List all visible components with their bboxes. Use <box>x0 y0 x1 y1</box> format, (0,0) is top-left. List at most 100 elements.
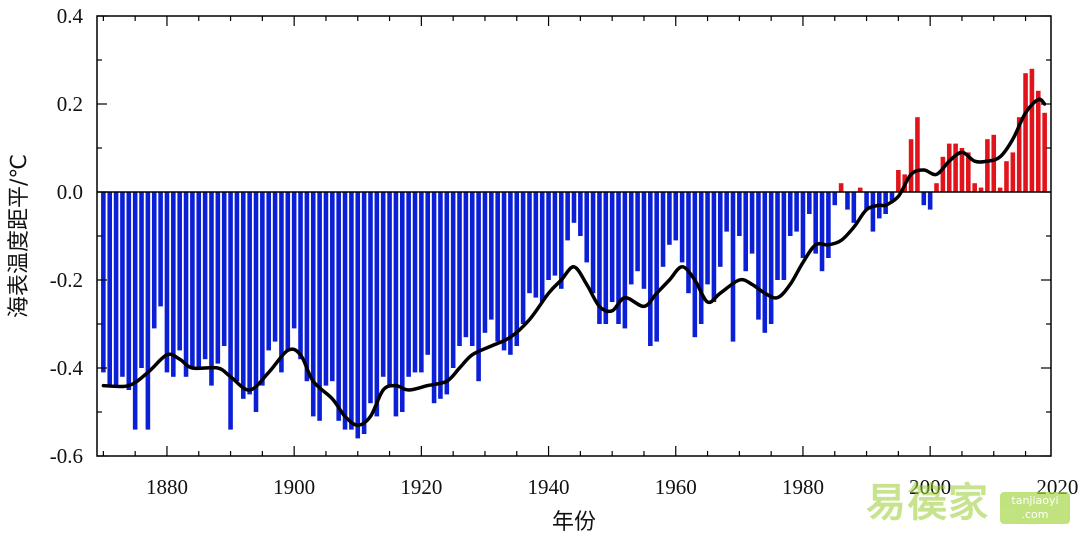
y-tick-labels: 0.4 0.2 0.0 -0.2 -0.4 -0.6 <box>50 4 84 468</box>
bar-1878 <box>151 192 157 329</box>
bar-2018 <box>1042 112 1047 192</box>
bar-1899 <box>285 192 291 351</box>
bar-1920 <box>419 192 424 373</box>
bar-1907 <box>336 192 341 421</box>
bar-1925 <box>450 192 456 368</box>
bar-1897 <box>272 192 278 342</box>
bar-1909 <box>349 192 354 430</box>
bar-1887 <box>209 192 214 386</box>
bar-1990 <box>864 192 869 210</box>
bar-1950 <box>609 192 615 302</box>
bar-1965 <box>705 192 710 285</box>
bar-1975 <box>768 192 774 324</box>
smoothed-trend-line <box>101 97 1047 427</box>
watermark-logo: 易篌家 <box>866 480 989 526</box>
bar-1989 <box>857 187 863 192</box>
bar-1944 <box>571 192 577 223</box>
bar-1912 <box>368 192 373 404</box>
bar-1982 <box>813 192 818 254</box>
bar-2016 <box>1029 68 1035 192</box>
bar-1941 <box>552 192 558 276</box>
bar-1880 <box>164 192 170 373</box>
bar-1917 <box>399 192 405 412</box>
bar-1978 <box>787 192 793 236</box>
bar-1959 <box>667 192 672 245</box>
bar-1926 <box>457 192 462 346</box>
bar-1903 <box>310 192 316 417</box>
bar-1999 <box>921 192 927 206</box>
bar-1872 <box>113 192 119 386</box>
bar-1879 <box>158 192 163 307</box>
bar-2010 <box>991 134 997 192</box>
bar-1952 <box>622 192 628 329</box>
y-tick-label: 0.2 <box>57 92 83 116</box>
x-tick-label: 2000 <box>909 475 951 499</box>
y-tick-label: -0.6 <box>50 444 83 468</box>
bar-1922 <box>431 192 437 404</box>
bar-1927 <box>463 192 469 338</box>
bar-1964 <box>698 192 704 324</box>
bar-1968 <box>724 192 729 232</box>
bar-1958 <box>660 192 666 267</box>
bar-1977 <box>781 192 787 280</box>
bar-1882 <box>177 192 182 351</box>
bar-1969 <box>730 192 736 342</box>
bar-1976 <box>775 192 780 280</box>
bar-1955 <box>641 192 647 289</box>
bar-2017 <box>1035 90 1041 192</box>
bar-1998 <box>915 117 920 192</box>
x-tick-label: 1900 <box>273 475 315 499</box>
y-tick-label: 0.4 <box>57 4 84 28</box>
y-tick-label: -0.2 <box>50 268 83 292</box>
bars-group <box>101 68 1047 439</box>
bar-1970 <box>737 192 742 236</box>
bar-1943 <box>565 192 570 241</box>
axis-ticks-group <box>97 15 1051 457</box>
bar-1929 <box>476 192 481 382</box>
bar-1883 <box>183 192 189 377</box>
bar-2008 <box>978 187 984 192</box>
bar-1894 <box>253 192 259 412</box>
bar-1918 <box>406 192 411 377</box>
bar-1957 <box>654 192 659 342</box>
bar-1953 <box>628 192 634 285</box>
bar-1933 <box>501 192 507 351</box>
bar-1948 <box>597 192 602 324</box>
bar-1906 <box>330 192 335 382</box>
bar-1956 <box>648 192 653 346</box>
bar-2005 <box>959 148 965 192</box>
bar-1962 <box>686 192 691 294</box>
bar-1986 <box>838 183 844 192</box>
bar-1974 <box>762 192 768 333</box>
bar-1935 <box>514 192 520 346</box>
bar-1983 <box>819 192 825 272</box>
x-tick-label: 1960 <box>655 475 697 499</box>
bar-1871 <box>107 192 113 386</box>
bar-1908 <box>342 192 348 430</box>
bar-2014 <box>1016 117 1022 192</box>
bar-1876 <box>139 192 144 368</box>
bar-1892 <box>240 192 246 399</box>
plot-frame <box>96 15 1052 457</box>
bar-1993 <box>883 192 888 214</box>
bar-1916 <box>393 192 399 417</box>
bar-1930 <box>482 192 488 333</box>
bar-1902 <box>304 192 310 382</box>
bar-1985 <box>832 192 838 206</box>
bar-1997 <box>908 139 914 192</box>
bar-1893 <box>247 192 252 395</box>
bar-1934 <box>508 192 513 355</box>
bar-1980 <box>800 192 806 258</box>
x-tick-labels: 1880 1900 1920 1940 1960 1980 2000 2020 <box>146 475 1078 499</box>
bar-1904 <box>317 192 322 421</box>
bar-1991 <box>870 192 876 232</box>
bar-1963 <box>692 192 698 338</box>
bar-1931 <box>489 192 494 320</box>
bar-1885 <box>196 192 202 368</box>
y-tick-label: -0.4 <box>50 356 84 380</box>
bar-2001 <box>934 183 939 192</box>
bar-1979 <box>794 192 799 232</box>
bar-1910 <box>355 192 361 439</box>
bar-1913 <box>374 192 380 417</box>
